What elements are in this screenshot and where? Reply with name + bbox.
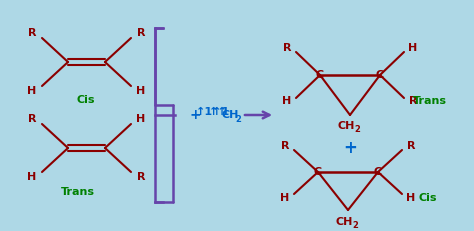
Text: R: R bbox=[407, 141, 415, 151]
Text: Trans: Trans bbox=[413, 96, 447, 106]
Text: R: R bbox=[283, 43, 291, 53]
Text: CH: CH bbox=[336, 217, 354, 227]
Text: R: R bbox=[281, 141, 289, 151]
Text: H: H bbox=[281, 193, 290, 203]
Text: +: + bbox=[343, 139, 357, 157]
Text: C: C bbox=[374, 167, 382, 177]
Text: C: C bbox=[314, 167, 322, 177]
Text: H: H bbox=[283, 96, 292, 106]
Text: R: R bbox=[28, 28, 36, 38]
Text: R: R bbox=[28, 114, 36, 124]
Text: H: H bbox=[137, 114, 146, 124]
Text: C: C bbox=[316, 70, 324, 80]
Text: R: R bbox=[137, 172, 145, 182]
Text: H: H bbox=[27, 172, 36, 182]
Text: Trans: Trans bbox=[61, 187, 95, 197]
Text: H: H bbox=[27, 86, 36, 96]
Text: ↑↑: ↑↑ bbox=[209, 107, 228, 117]
Text: +: + bbox=[189, 108, 201, 122]
Text: R: R bbox=[137, 28, 145, 38]
Text: ↑1↑1: ↑1↑1 bbox=[196, 107, 230, 117]
Text: 2: 2 bbox=[354, 125, 360, 134]
Text: C: C bbox=[376, 70, 384, 80]
Text: CH: CH bbox=[338, 121, 356, 131]
Text: CH: CH bbox=[222, 110, 239, 120]
Text: 2: 2 bbox=[352, 222, 358, 231]
Text: H: H bbox=[409, 43, 418, 53]
Text: H: H bbox=[137, 86, 146, 96]
Text: H: H bbox=[406, 193, 416, 203]
Text: Cis: Cis bbox=[77, 95, 95, 105]
Text: R: R bbox=[409, 96, 417, 106]
Text: Cis: Cis bbox=[419, 193, 437, 203]
Text: 2: 2 bbox=[235, 115, 241, 124]
